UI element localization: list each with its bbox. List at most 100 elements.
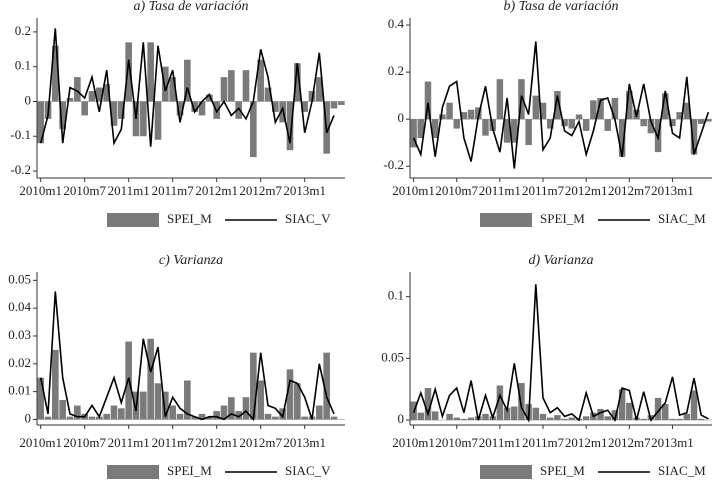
bar [669,418,676,421]
legend-swatch [107,213,159,227]
x-tick-label: 2013m1 [651,435,694,450]
y-tick-label: 0.05 [8,271,31,286]
bar [446,102,453,120]
bar [582,119,590,131]
bar [125,42,132,102]
bar [539,413,547,421]
bar [561,119,568,127]
bar [184,380,191,420]
bar [546,417,554,421]
bar [539,102,547,120]
bar [417,119,425,138]
bar [162,391,169,420]
bar [453,417,460,421]
y-tick-label: 0 [398,110,405,125]
bar [611,98,619,120]
bar [242,397,250,420]
chart-title: d) Varianza [529,253,594,268]
bar [118,101,125,119]
bar [74,405,81,420]
bar [568,119,576,129]
bar [575,114,583,120]
bar [683,102,691,120]
x-tick-label: 2012m1 [565,435,608,450]
y-tick-label: 0.01 [8,383,31,398]
bar [176,101,184,116]
x-tick-label: 2011m7 [152,183,195,198]
bar [697,418,705,421]
bar [503,407,511,421]
x-tick-label: 2010m7 [435,435,478,450]
bar [654,397,662,421]
bar [424,387,432,421]
legend-label: SIAC_M [658,463,706,478]
bar [604,416,611,421]
bar [96,87,103,102]
legend-label: SIAC_M [658,211,706,226]
bar [198,101,206,116]
bar [154,101,162,140]
bar [110,101,118,126]
bar [59,101,66,130]
x-tick-label: 2012m7 [608,183,651,198]
bar [264,87,272,102]
bar [446,413,453,421]
bar [323,352,330,420]
y-tick-label: 0.04 [8,299,31,314]
bar [618,389,626,421]
x-tick-label: 2012m1 [195,435,238,450]
x-tick-label: 2013m1 [283,183,326,198]
bar [294,63,301,102]
bar [140,101,147,137]
bar [162,66,169,102]
x-tick-label: 2012m7 [608,435,651,450]
bar [496,385,504,421]
bar [554,90,561,120]
bar [220,77,228,102]
bar [301,416,308,420]
bar [554,415,561,421]
bar [503,119,511,143]
bar [597,98,604,120]
bar [198,413,206,420]
bar [697,119,705,124]
bar [52,45,59,102]
legend-label: SPEI_M [167,463,212,478]
line [412,284,709,423]
bar [518,383,525,421]
chart-title: c) Varianza [159,253,223,268]
bar [250,352,257,420]
bar [103,413,110,420]
bar [52,349,59,420]
bar [330,101,338,109]
y-tick-label: 0.02 [8,355,31,370]
bar [74,77,81,102]
bar [286,369,294,420]
legend-swatch [107,465,159,479]
bar [460,418,468,421]
bar [294,383,301,420]
bar [235,101,242,119]
bar [286,101,294,151]
bar [568,417,576,421]
bar [439,114,446,120]
legend-label: SPEI_M [540,463,585,478]
x-tick-label: 2013m1 [283,435,326,450]
bar [532,95,540,120]
bar [257,380,264,420]
bar [604,119,611,131]
y-tick-label: 0.1 [388,288,404,303]
x-tick-label: 2011m7 [522,183,565,198]
x-tick-label: 2010m7 [435,183,478,198]
x-tick-label: 2011m1 [479,435,521,450]
bar [431,411,439,421]
bar [66,98,74,102]
bar [169,405,176,420]
legend-label: SIAC_V [285,463,331,478]
bar [88,91,96,102]
bar [44,416,52,420]
bar [626,90,633,120]
x-tick-label: 2010m7 [63,435,106,450]
bar [511,406,518,421]
